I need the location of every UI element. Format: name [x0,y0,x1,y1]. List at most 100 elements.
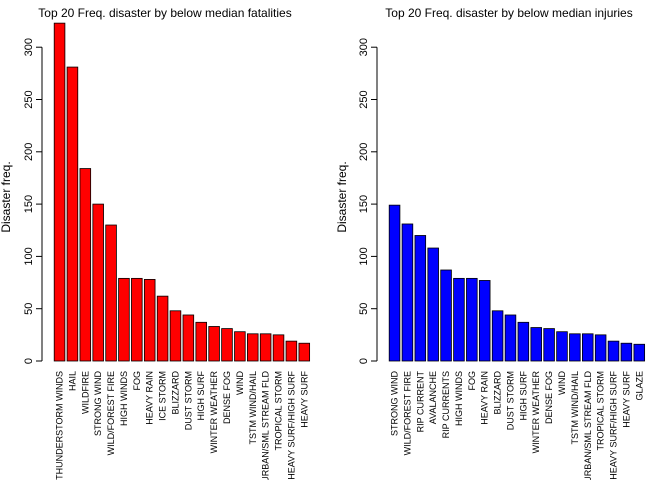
y-tick-label: 150 [23,195,35,213]
bar [79,168,92,362]
x-tick-labels: THUNDERSTORM WINDS HAIL WILDFIRE STRONG WIN… [55,370,310,480]
bar [234,331,246,362]
bar [272,334,285,362]
x-tick-label: HEAVY SURF/HIGH SURF [286,371,296,480]
x-tick-label: HIGH WINDS [454,371,464,426]
x-tick-label: DENSE FOG [544,371,554,424]
x-tick-label: DENSE FOG [222,371,232,424]
x-tick-label: RIP CURRENTS [441,371,451,438]
x-tick-label: TROPICAL STORM [274,371,284,451]
x-tick-label: HEAVY RAIN [145,371,155,425]
bar [620,342,633,362]
y-tick-label: 0 [358,358,370,364]
bar [246,333,259,362]
bar [143,279,156,362]
x-tick-label: TROPICAL STORM [596,371,606,451]
bar [530,327,542,362]
x-tick-label: URBAN/SML STREAM FLD [583,371,593,480]
chart-title: Top 20 Freq. disaster by below median fa… [38,6,291,20]
chart-fatalities: Top 20 Freq. disaster by below median fa… [0,6,311,480]
x-tick-label: HIGH WINDS [119,371,129,426]
x-tick-label: FOG [467,371,477,391]
y-tick-label: 150 [358,195,370,213]
x-tick-label: BLIZZARD [170,371,180,415]
y-tick-label: 250 [23,90,35,108]
x-tick-label: HAIL [67,371,77,391]
x-tick-label: HEAVY RAIN [480,371,490,425]
y-axis: 0 50 100 150 200 250 300 [23,38,43,364]
bar [208,326,220,362]
bar [66,66,79,362]
bars-group [53,22,311,362]
x-tick-label: HIGH SURF [196,370,206,420]
y-tick-label: 200 [358,143,370,161]
y-tick-label: 0 [23,358,35,364]
y-axis: 0 50 100 150 200 250 300 [358,38,378,364]
x-tick-label: URBAN/SML STREAM FLD [261,371,271,480]
bar [259,333,272,362]
x-tick-label: WINTER WEATHER [531,371,541,454]
bar [543,328,555,362]
x-tick-label: HIGH SURF [518,370,528,420]
x-tick-label: WIND [235,371,245,395]
y-axis-label: Disaster freq. [0,161,13,232]
y-tick-label: 100 [23,247,35,265]
bar [414,235,427,362]
bar [633,343,646,362]
x-tick-label: HEAVY SURF [621,371,631,428]
x-tick-label: HEAVY SURF [299,371,309,428]
x-tick-label: THUNDERSTORM WINDS [55,371,65,480]
bar [582,333,594,362]
bar [221,328,233,362]
x-tick-label: TSTM WIND/HAIL [570,371,580,445]
bar [427,247,439,362]
bar [453,277,465,362]
bar [491,310,504,362]
x-tick-label: WIND [557,371,567,395]
chart-title: Top 20 Freq. disaster by below median in… [385,6,632,20]
bar [440,269,452,362]
bar [478,280,491,362]
x-tick-label: HEAVY SURF/HIGH SURF [609,371,619,480]
bar [105,224,117,362]
x-tick-label: FOG [132,371,142,391]
x-tick-label: DUST STORM [505,371,515,430]
bar [92,203,104,362]
y-tick-label: 100 [358,247,370,265]
bar [388,204,401,362]
x-tick-label: AVALANCHE [428,371,438,424]
x-tick-label: TSTM WIND/HAIL [248,371,258,445]
bar [517,321,530,362]
bar [156,295,169,362]
bar [195,321,207,362]
bar [118,277,130,362]
bar [53,22,66,362]
y-tick-label: 300 [23,38,35,56]
y-axis-label: Disaster freq. [335,161,349,232]
bar [607,340,620,362]
x-tick-label: STRONG WIND [390,371,400,436]
bar [131,277,143,362]
bar [569,333,581,362]
bar [401,223,414,362]
x-tick-label: WILD/FOREST FIRE [402,371,412,455]
bar [169,310,182,362]
y-tick-label: 50 [23,303,35,315]
bar [298,342,311,362]
y-tick-label: 200 [23,143,35,161]
x-tick-label: STRONG WIND [93,371,103,436]
x-tick-labels: STRONG WIND WILD/FOREST FIRE RIP CURRENT AV… [390,370,645,480]
y-tick-label: 50 [358,303,370,315]
bars-group [388,204,646,362]
y-tick-label: 300 [358,38,370,56]
bar [285,340,298,362]
bar [504,314,517,362]
bar [182,314,195,362]
x-tick-label: BLIZZARD [493,371,503,415]
x-tick-label: ICE STORM [158,371,168,421]
bar [594,334,607,362]
bar [556,331,568,362]
y-tick-label: 250 [358,90,370,108]
x-tick-label: WILD/FOREST FIRE [106,371,116,455]
